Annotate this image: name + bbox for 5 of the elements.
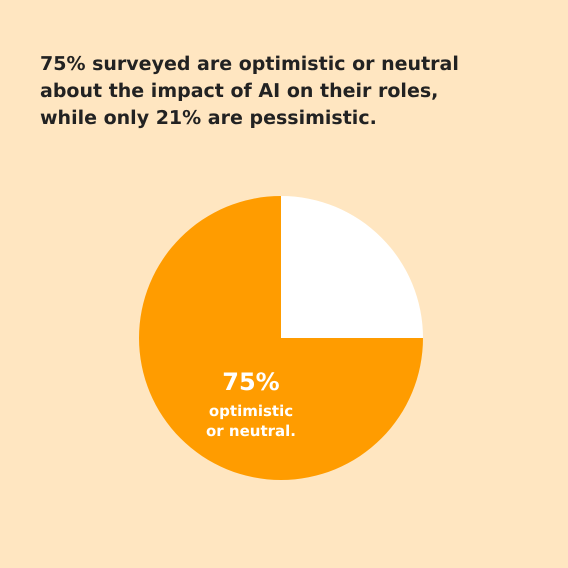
data-label: 75% [222, 368, 280, 396]
pie-slice [139, 196, 423, 480]
slice-label: optimistic or neutral. [206, 402, 296, 440]
chart-title: 75% surveyed are optimistic or neutral about the impact of AI on their roles, while only 21% are pessimistic. [40, 53, 459, 129]
pie-slice [281, 196, 423, 338]
